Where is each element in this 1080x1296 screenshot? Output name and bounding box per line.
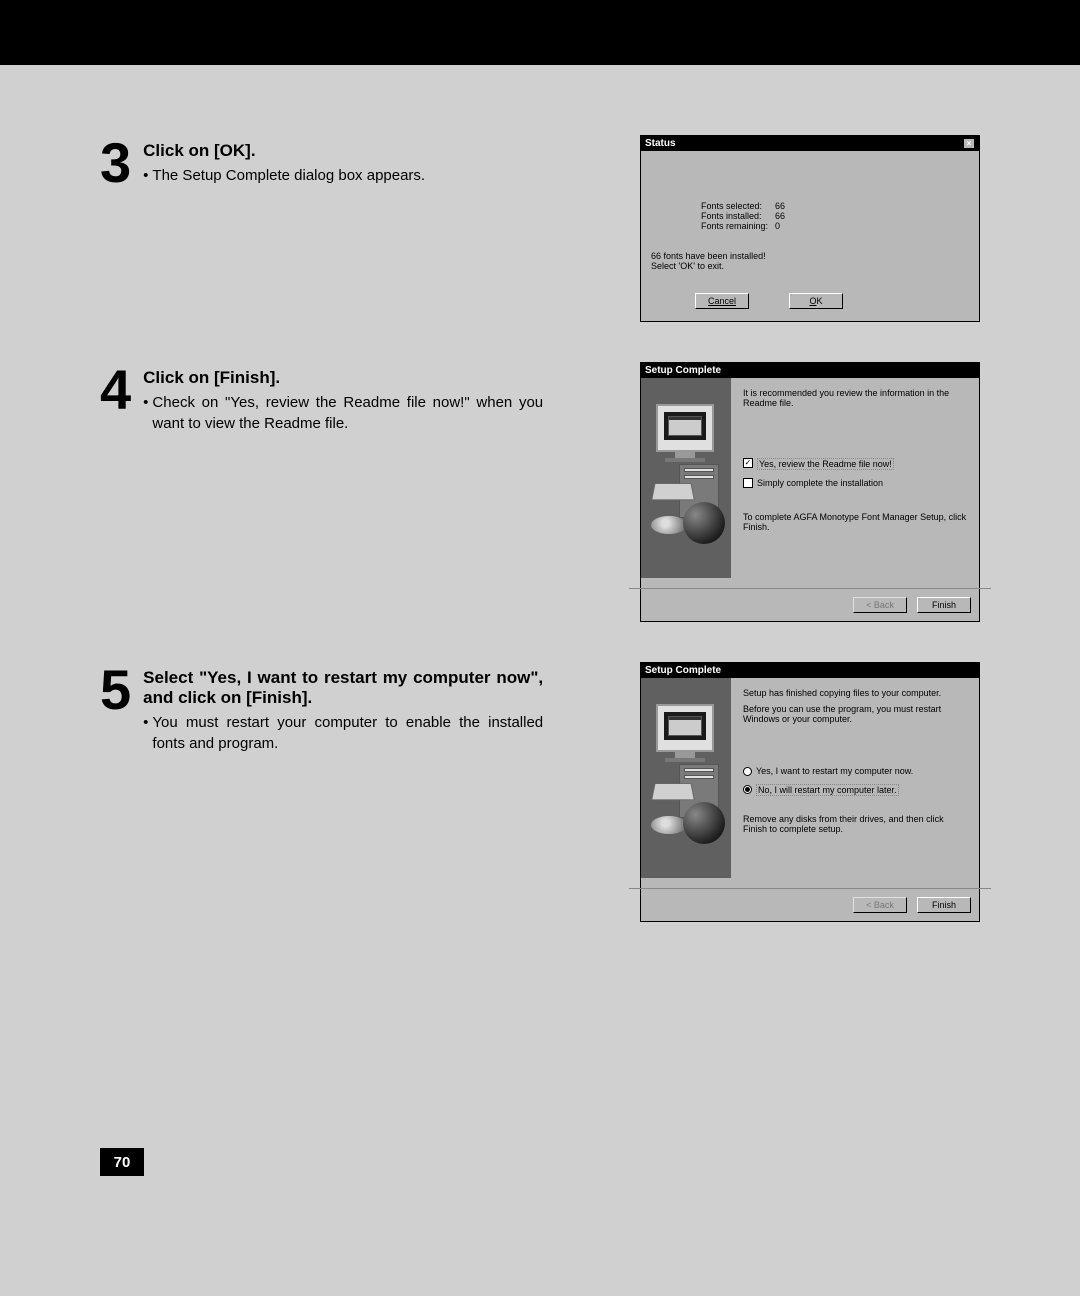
step-5-bullet: You must restart your computer to enable…: [152, 712, 543, 754]
back-button-2: < Back: [853, 897, 907, 913]
fonts-remaining-label: Fonts remaining:: [701, 221, 775, 231]
setup2-intro: Setup has finished copying files to your…: [743, 688, 967, 698]
status-dialog-title: Status: [645, 138, 676, 149]
setup2-option2[interactable]: No, I will restart my computer later.: [756, 784, 899, 796]
setup1-option1[interactable]: Yes, review the Readme file now!: [757, 458, 894, 470]
restart-later-radio[interactable]: [743, 785, 752, 794]
step-5-number: 5: [100, 662, 131, 754]
back-button-1: < Back: [853, 597, 907, 613]
close-icon[interactable]: ×: [963, 138, 975, 149]
status-msg-1: 66 fonts have been installed!: [651, 251, 766, 261]
setup1-title: Setup Complete: [645, 365, 721, 376]
readme-checkbox[interactable]: ✓: [743, 458, 753, 468]
status-message: 66 fonts have been installed! Select 'OK…: [651, 251, 766, 271]
step-3-heading: Click on [OK].: [143, 141, 543, 161]
step-4-heading: Click on [Finish].: [143, 368, 543, 388]
finish-button-1[interactable]: Finish: [917, 597, 971, 613]
page-number: 70: [100, 1148, 144, 1176]
restart-now-radio[interactable]: [743, 767, 752, 776]
computer-icon: [651, 698, 721, 858]
fonts-installed-value: 66: [775, 211, 785, 221]
fonts-remaining-value: 0: [775, 221, 780, 231]
page-content: 3 Click on [OK]. The Setup Complete dial…: [0, 65, 1080, 922]
setup1-graphic-panel: [641, 378, 731, 578]
step-3-bullet: The Setup Complete dialog box appears.: [152, 165, 543, 186]
status-stats: Fonts selected:66 Fonts installed:66 Fon…: [701, 201, 969, 231]
step-3-number: 3: [100, 135, 131, 191]
setup-complete-dialog-1: Setup Complete It is: [640, 362, 980, 622]
step-4-number: 4: [100, 362, 131, 434]
fonts-selected-label: Fonts selected:: [701, 201, 775, 211]
status-dialog: Status × Fonts selected:66 Fonts install…: [640, 135, 980, 322]
header-bar: [0, 0, 1080, 65]
step-5-row: 5 Select "Yes, I want to restart my comp…: [100, 662, 980, 922]
status-msg-2: Select 'OK' to exit.: [651, 261, 766, 271]
step-4-bullet: Check on "Yes, review the Readme file no…: [152, 392, 543, 434]
setup2-option1[interactable]: Yes, I want to restart my computer now.: [756, 766, 913, 776]
setup2-graphic-panel: [641, 678, 731, 878]
step-4-row: 4 Click on [Finish]. Check on "Yes, revi…: [100, 362, 980, 622]
setup1-intro: It is recommended you review the informa…: [743, 388, 967, 408]
setup1-footnote: To complete AGFA Monotype Font Manager S…: [743, 512, 967, 532]
cancel-button[interactable]: Cancel: [695, 293, 749, 309]
fonts-selected-value: 66: [775, 201, 785, 211]
fonts-installed-label: Fonts installed:: [701, 211, 775, 221]
setup2-sub: Before you can use the program, you must…: [743, 704, 967, 724]
setup2-footnote: Remove any disks from their drives, and …: [743, 814, 967, 834]
setup1-option2[interactable]: Simply complete the installation: [757, 478, 883, 488]
simply-complete-checkbox[interactable]: [743, 478, 753, 488]
setup2-title: Setup Complete: [645, 665, 721, 676]
finish-button-2[interactable]: Finish: [917, 897, 971, 913]
setup-complete-dialog-2: Setup Complete Setup: [640, 662, 980, 922]
computer-icon: [651, 398, 721, 558]
step-3-row: 3 Click on [OK]. The Setup Complete dial…: [100, 135, 980, 322]
step-5-heading: Select "Yes, I want to restart my comput…: [143, 668, 543, 708]
ok-button[interactable]: OK: [789, 293, 843, 309]
